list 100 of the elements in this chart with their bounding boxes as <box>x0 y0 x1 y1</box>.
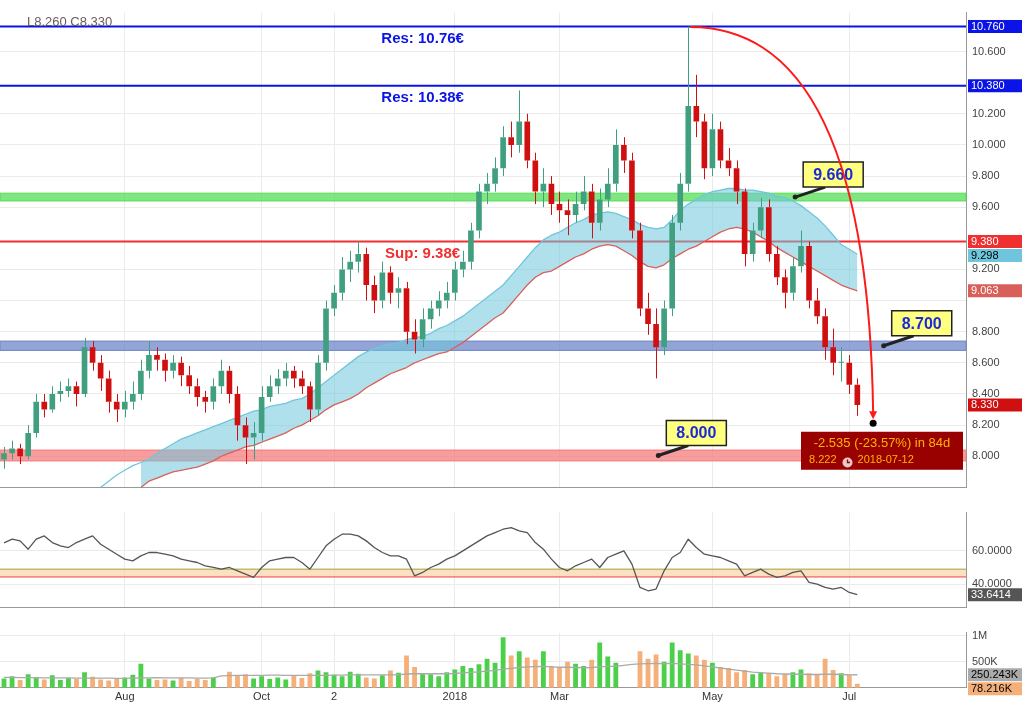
candlestick <box>564 198 571 236</box>
bar <box>138 663 144 688</box>
bar <box>420 673 426 688</box>
candlestick <box>210 377 217 411</box>
candlestick <box>113 393 120 423</box>
y-tick-label: 10.600 <box>972 44 1006 57</box>
candlestick <box>774 245 780 286</box>
y-tick-label: 40.0000 <box>972 577 1012 590</box>
candlestick <box>339 256 345 302</box>
candlestick <box>508 121 514 158</box>
bar <box>17 679 23 688</box>
bar <box>838 673 844 688</box>
candlestick <box>596 188 603 232</box>
x-tick-label: 2018 <box>442 690 468 703</box>
text: 10.380 <box>971 79 1005 92</box>
y-tick-label: 8.200 <box>972 418 1000 431</box>
bar <box>846 674 852 688</box>
y-tick-label: 9.600 <box>972 200 1000 213</box>
bar <box>613 662 619 688</box>
bar <box>830 670 836 688</box>
candlestick <box>468 222 474 270</box>
candlestick <box>725 147 732 177</box>
annotation: 8.222 <box>809 452 837 465</box>
candlestick <box>49 385 56 414</box>
bar <box>742 670 748 688</box>
annotation: 2018-07-12 <box>857 452 914 465</box>
bar <box>581 665 587 688</box>
candlestick <box>194 377 201 407</box>
candlestick <box>170 354 176 379</box>
text: 10.760 <box>971 20 1005 33</box>
candlestick <box>427 300 434 330</box>
band-label: 8.700 <box>901 314 942 332</box>
candlestick <box>613 128 619 193</box>
bar <box>452 669 458 688</box>
y-tick-label: 8.800 <box>972 324 1000 337</box>
candlestick <box>540 167 547 208</box>
bar <box>774 676 780 688</box>
bar <box>500 637 506 688</box>
bar <box>428 674 434 688</box>
bar <box>363 677 369 688</box>
bar <box>557 668 562 688</box>
candlestick <box>146 340 152 379</box>
annotation: L8.260 C8.330 <box>27 13 113 29</box>
candlestick <box>363 247 370 302</box>
bar <box>710 662 715 688</box>
candlestick <box>355 240 362 274</box>
candlestick <box>266 374 273 403</box>
bar <box>122 677 128 688</box>
bar <box>404 655 409 688</box>
bar <box>299 677 305 688</box>
candlestick <box>65 377 72 398</box>
y-tick-label: 500K <box>972 654 999 667</box>
bar <box>661 661 667 688</box>
candlestick <box>677 172 684 232</box>
candlestick <box>637 222 643 317</box>
bar <box>436 676 442 688</box>
annotation: -2.535 (-23.57%) in 84d <box>813 435 951 451</box>
y-tick-label: 10.000 <box>972 137 1006 150</box>
candlestick <box>178 356 184 387</box>
candlestick <box>798 230 804 274</box>
candlestick <box>435 290 442 317</box>
x-tick-label: Jul <box>842 690 857 703</box>
candlestick <box>572 191 579 224</box>
bar <box>532 659 538 688</box>
bar <box>444 672 450 688</box>
bar <box>57 679 63 688</box>
text: 78.216K <box>971 682 1013 695</box>
candlestick <box>371 275 378 314</box>
candlestick <box>299 370 305 395</box>
bar <box>573 663 578 688</box>
bar <box>589 659 595 688</box>
candlestick <box>130 381 136 411</box>
candlestick <box>685 26 692 193</box>
candlestick <box>33 393 40 439</box>
candlestick <box>282 362 289 387</box>
bar <box>669 642 675 688</box>
bar <box>677 650 683 688</box>
candlestick <box>782 268 788 309</box>
bar <box>718 666 723 688</box>
candlestick <box>653 307 659 379</box>
bar <box>758 672 764 688</box>
bar <box>516 651 522 688</box>
candlestick <box>250 421 257 460</box>
bar <box>227 671 232 688</box>
candlestick <box>73 381 80 407</box>
candlestick <box>1 446 7 470</box>
bar <box>524 657 530 688</box>
text: 250.243K <box>971 668 1019 681</box>
candlestick <box>419 307 426 348</box>
y-tick-label: 8.600 <box>972 355 1000 368</box>
candlestick <box>9 440 15 460</box>
candlestick <box>17 443 23 465</box>
bar <box>82 672 87 688</box>
bar <box>186 681 192 688</box>
candlestick <box>806 240 812 309</box>
bar <box>782 674 788 688</box>
candlestick <box>846 354 853 395</box>
candlestick <box>105 370 112 414</box>
x-tick-label: Mar <box>550 690 570 703</box>
bar <box>74 678 79 688</box>
